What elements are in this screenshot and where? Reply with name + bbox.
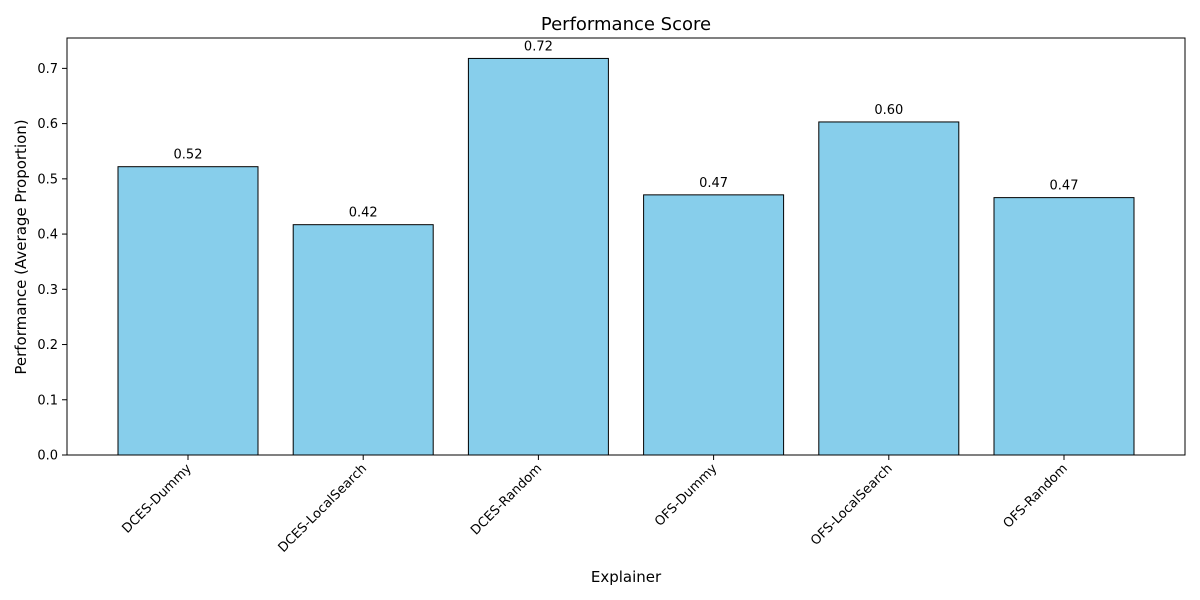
y-axis: 0.0 0.1 0.2 0.3 0.4 0.5 0.6 0.7 xyxy=(37,62,67,464)
y-tick-label: 0.4 xyxy=(37,228,58,243)
bar-value-label: 0.60 xyxy=(874,103,903,118)
bar-value-label: 0.42 xyxy=(349,206,378,221)
x-tick-label: DCES-LocalSearch xyxy=(276,461,370,555)
x-tick-label: OFS-Dummy xyxy=(652,461,721,530)
y-tick-label: 0.5 xyxy=(37,172,58,187)
bars xyxy=(117,57,1135,456)
y-tick-label: 0.0 xyxy=(37,449,58,464)
value-labels: 0.52 0.42 0.72 0.47 0.60 0.47 xyxy=(174,39,1079,220)
bar-value-label: 0.72 xyxy=(524,39,553,54)
bar-ofs-dummy xyxy=(643,194,785,456)
bar-dces-random xyxy=(467,57,609,456)
x-tick-label: DCES-Dummy xyxy=(120,461,196,537)
y-tick-label: 0.2 xyxy=(37,338,58,353)
y-tick-label: 0.3 xyxy=(37,283,58,298)
x-axis-title: Explainer xyxy=(591,568,662,586)
plot-frame xyxy=(66,37,1186,456)
y-axis-title: Performance (Average Proportion) xyxy=(12,119,30,374)
y-tick-label: 0.1 xyxy=(37,393,58,408)
x-tick-label: DCES-Random xyxy=(468,461,545,538)
bar-dces-dummy xyxy=(117,166,259,456)
y-tick-label: 0.6 xyxy=(37,117,58,132)
bar-ofs-localsearch xyxy=(818,121,960,456)
x-axis: DCES-Dummy DCES-LocalSearch DCES-Random OFS… xyxy=(120,455,1071,556)
bar-dces-localsearch xyxy=(292,224,434,456)
x-tick-label: OFS-Random xyxy=(1001,461,1071,531)
bar-ofs-random xyxy=(993,197,1135,456)
chart-title: Performance Score xyxy=(541,14,711,35)
bar-value-label: 0.47 xyxy=(699,176,728,191)
bar-value-label: 0.47 xyxy=(1050,179,1079,194)
bar-value-label: 0.52 xyxy=(174,148,203,163)
x-tick-label: OFS-LocalSearch xyxy=(808,461,896,549)
y-tick-label: 0.7 xyxy=(37,62,58,77)
